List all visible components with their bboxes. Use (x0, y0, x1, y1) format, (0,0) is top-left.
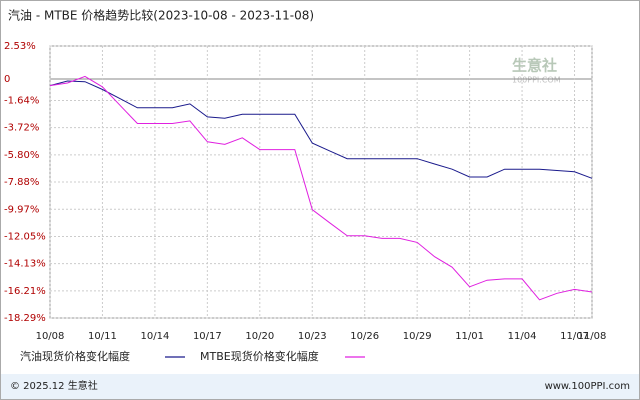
watermark-name: 生意社 (512, 57, 557, 75)
y-tick-label: -18.29% (4, 313, 46, 324)
x-tick-label: 10/17 (193, 331, 222, 342)
x-tick-label: 10/20 (245, 331, 274, 342)
footer-bar (1, 374, 639, 399)
x-tick-label: 10/11 (88, 331, 117, 342)
x-tick-label: 10/23 (298, 331, 327, 342)
chart-title: 汽油 - MTBE 价格趋势比较(2023-10-08 - 2023-11-08… (8, 8, 314, 23)
x-tick-label: 11/04 (508, 331, 537, 342)
x-tick-label: 11/01 (455, 331, 484, 342)
y-tick-label: 2.53% (4, 41, 36, 52)
x-tick-label: 11/07 (560, 331, 589, 342)
x-tick-label: 10/29 (403, 331, 432, 342)
footer-url: www.100PPI.com (545, 381, 630, 392)
watermark-site: 100PPI.COM (512, 76, 561, 85)
y-tick-label: 0 (4, 74, 10, 85)
y-tick-label: -3.72% (4, 123, 39, 134)
y-tick-label: -1.64% (4, 95, 39, 106)
x-tick-label: 11/08 (578, 331, 607, 342)
x-tick-label: 10/26 (350, 331, 379, 342)
legend-label: 汽油现货价格变化幅度 (20, 349, 130, 363)
legend-label: MTBE现货价格变化幅度 (200, 349, 319, 363)
y-tick-label: -9.97% (4, 204, 39, 215)
y-tick-label: -5.80% (4, 150, 39, 161)
y-tick-label: -12.05% (4, 231, 46, 242)
series-line (49, 75, 593, 301)
y-tick-label: -14.13% (4, 259, 46, 270)
series-line (49, 80, 593, 179)
y-tick-label: -7.88% (4, 177, 39, 188)
x-tick-label: 10/08 (36, 331, 65, 342)
y-tick-label: -16.21% (4, 286, 46, 297)
footer-copyright: © 2025.12 生意社 (10, 379, 98, 392)
x-tick-label: 10/14 (140, 331, 169, 342)
